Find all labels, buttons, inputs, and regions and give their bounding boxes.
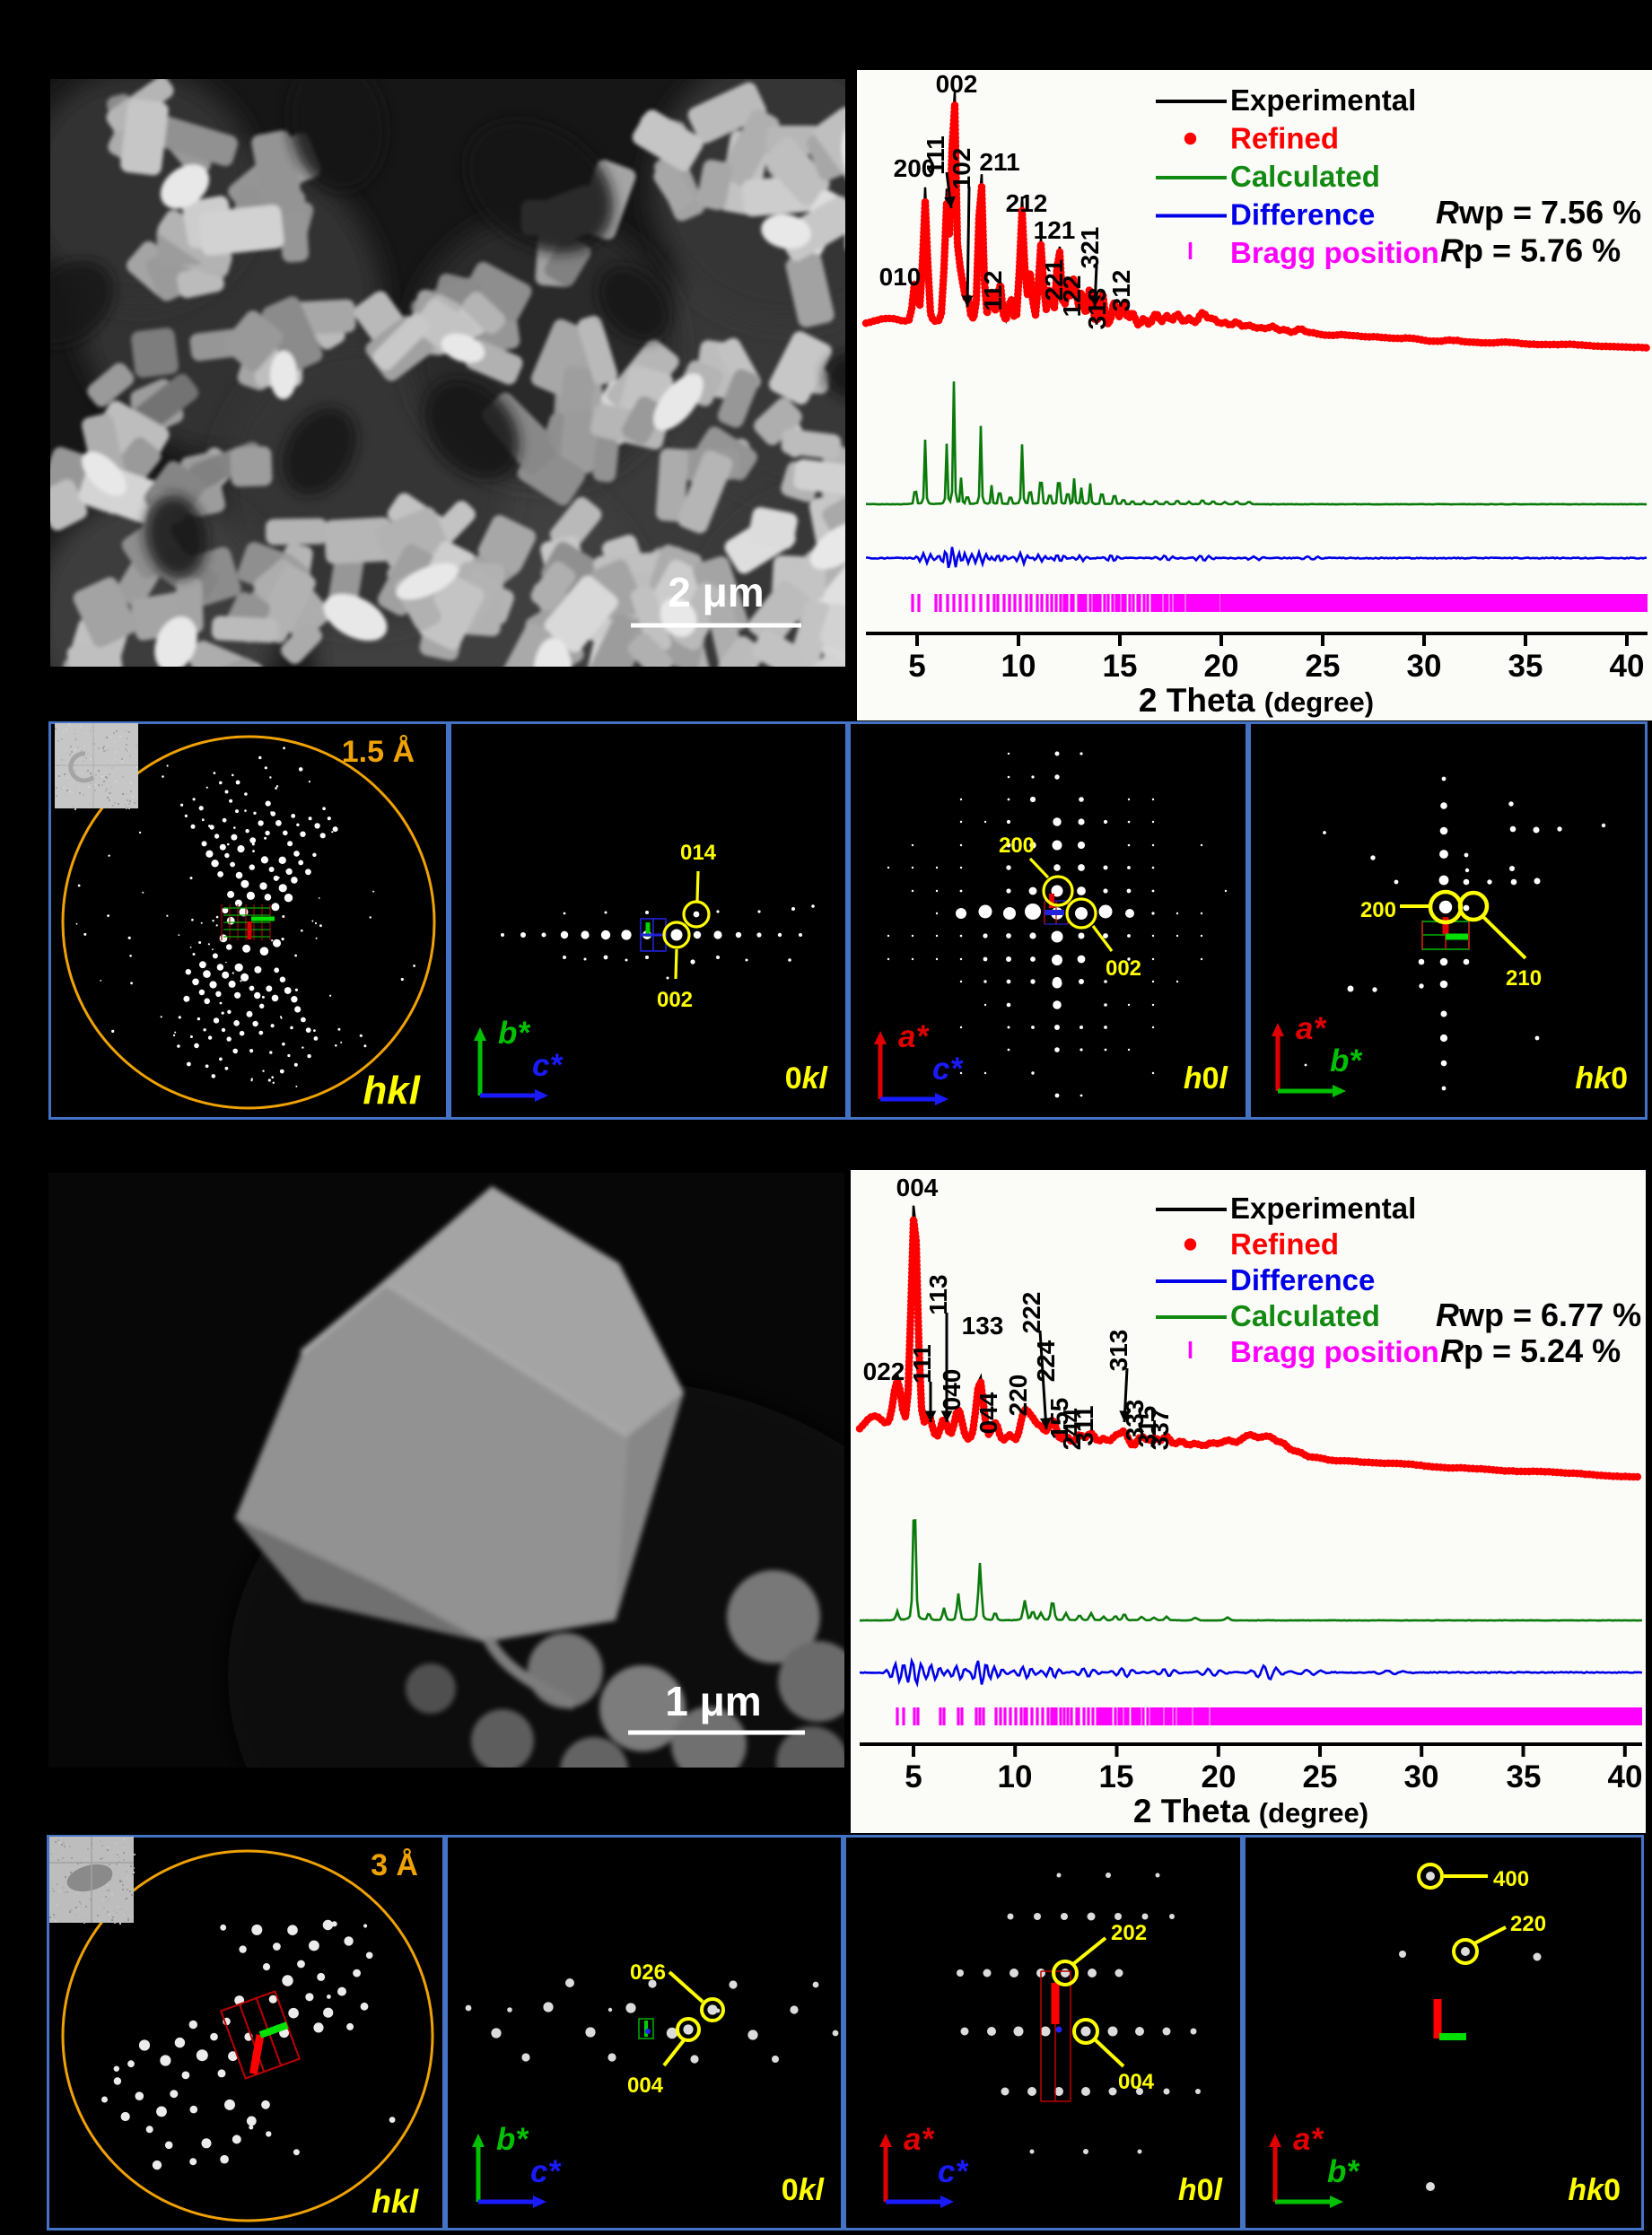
svg-text:311: 311 (1071, 1405, 1098, 1445)
svg-text:315: 315 (1133, 1406, 1161, 1448)
svg-text:040: 040 (938, 1369, 966, 1411)
svg-text:026: 026 (630, 1960, 666, 1985)
svg-text:112: 112 (979, 270, 1007, 310)
svg-text:Rp = 5.24 %: Rp = 5.24 % (1440, 1332, 1621, 1369)
svg-text:004: 004 (627, 2073, 664, 2098)
svg-text:b*: b* (498, 1016, 530, 1051)
svg-text:a*: a* (1296, 1011, 1326, 1046)
svg-text:2 Theta (degree): 2 Theta (degree) (1139, 682, 1374, 719)
svg-text:210: 210 (1506, 966, 1542, 991)
svg-text:2 μm: 2 μm (668, 569, 764, 615)
svg-text:133: 133 (962, 1312, 1004, 1340)
svg-text:220: 220 (1510, 1912, 1546, 1936)
svg-text:35: 35 (1508, 649, 1543, 684)
svg-text:20: 20 (1202, 1759, 1237, 1794)
svg-text:244: 244 (1058, 1408, 1086, 1450)
svg-text:c*: c* (532, 1048, 563, 1083)
svg-text:10: 10 (1001, 649, 1036, 684)
svg-text:25: 25 (1306, 649, 1341, 684)
svg-text:0kl: 0kl (785, 1061, 829, 1096)
svg-text:200: 200 (894, 154, 936, 182)
svg-text:40: 40 (1608, 1759, 1643, 1794)
svg-text:102: 102 (948, 148, 975, 190)
svg-text:121: 121 (1034, 216, 1076, 244)
svg-text:400: 400 (1493, 1867, 1529, 1891)
svg-text:a*: a* (1293, 2122, 1324, 2157)
svg-text:Calculated: Calculated (1230, 160, 1380, 193)
svg-text:002: 002 (657, 988, 693, 1012)
svg-text:b*: b* (496, 2122, 529, 2157)
svg-text:1.5 Å: 1.5 Å (342, 735, 415, 769)
svg-text:010: 010 (879, 263, 922, 291)
svg-text:30: 30 (1407, 649, 1442, 684)
svg-text:022: 022 (863, 1358, 905, 1385)
svg-text:321: 321 (1076, 227, 1104, 269)
svg-text:312: 312 (1107, 270, 1135, 312)
svg-text:Refined: Refined (1230, 1227, 1339, 1261)
svg-text:Calculated: Calculated (1230, 1299, 1380, 1332)
svg-text:Rp = 5.76 %: Rp = 5.76 % (1440, 232, 1621, 269)
svg-text:h0l: h0l (1184, 1061, 1229, 1096)
svg-text:200: 200 (999, 834, 1035, 858)
svg-text:hk0: hk0 (1568, 2173, 1621, 2207)
svg-text:5: 5 (905, 1759, 922, 1794)
svg-text:211: 211 (979, 148, 1019, 176)
svg-text:c*: c* (938, 2154, 968, 2189)
svg-text:b*: b* (1327, 2154, 1359, 2189)
svg-text:002: 002 (1106, 956, 1141, 981)
svg-text:Experimental: Experimental (1230, 83, 1416, 117)
svg-text:221: 221 (1040, 259, 1068, 301)
svg-text:Rwp = 7.56 %: Rwp = 7.56 % (1436, 194, 1641, 231)
svg-text:h0l: h0l (1178, 2173, 1224, 2207)
svg-text:hk0: hk0 (1575, 1061, 1628, 1096)
svg-text:002: 002 (936, 70, 978, 98)
svg-text:2 Theta (degree): 2 Theta (degree) (1133, 1793, 1368, 1829)
svg-text:113: 113 (924, 1274, 952, 1314)
svg-text:20: 20 (1204, 649, 1239, 684)
svg-text:212: 212 (1006, 189, 1048, 217)
svg-text:35: 35 (1507, 1759, 1542, 1794)
svg-text:004: 004 (896, 1174, 939, 1201)
svg-text:Experimental: Experimental (1230, 1192, 1416, 1225)
svg-text:a*: a* (904, 2122, 934, 2157)
svg-text:hkl: hkl (363, 1069, 420, 1113)
svg-text:220: 220 (1004, 1375, 1032, 1417)
svg-text:30: 30 (1404, 1759, 1439, 1794)
svg-text:111: 111 (908, 1344, 936, 1384)
svg-text:a*: a* (898, 1019, 929, 1054)
svg-text:014: 014 (680, 841, 717, 865)
svg-text:40: 40 (1610, 649, 1645, 684)
svg-text:c*: c* (932, 1052, 963, 1087)
svg-text:Bragg position: Bragg position (1230, 236, 1439, 269)
svg-text:3 Å: 3 Å (371, 1848, 418, 1882)
svg-text:Difference: Difference (1230, 198, 1375, 231)
svg-text:5: 5 (908, 649, 925, 684)
svg-text:0kl: 0kl (782, 2173, 826, 2207)
svg-text:15: 15 (1103, 649, 1138, 684)
svg-text:Difference: Difference (1230, 1263, 1375, 1296)
svg-text:222: 222 (1018, 1292, 1045, 1334)
svg-text:Bragg position: Bragg position (1230, 1335, 1439, 1368)
svg-text:044: 044 (975, 1392, 1002, 1434)
svg-text:Refined: Refined (1230, 122, 1339, 155)
svg-text:15: 15 (1099, 1759, 1134, 1794)
svg-text:hkl: hkl (371, 2183, 419, 2220)
svg-text:224: 224 (1032, 1340, 1060, 1382)
svg-text:b*: b* (1330, 1043, 1362, 1078)
svg-text:122: 122 (1058, 275, 1086, 318)
svg-text:Rwp = 6.77 %: Rwp = 6.77 % (1436, 1296, 1641, 1333)
svg-text:111: 111 (922, 135, 949, 175)
svg-text:10: 10 (998, 1759, 1033, 1794)
svg-text:25: 25 (1303, 1759, 1338, 1794)
svg-text:1 μm: 1 μm (665, 1678, 761, 1724)
svg-text:200: 200 (1360, 898, 1396, 922)
svg-text:c*: c* (530, 2154, 561, 2189)
svg-text:202: 202 (1111, 1921, 1147, 1945)
svg-text:004: 004 (1118, 2070, 1155, 2094)
svg-text:313: 313 (1083, 288, 1111, 330)
svg-text:313: 313 (1105, 1330, 1132, 1372)
svg-text:337: 337 (1146, 1409, 1174, 1451)
